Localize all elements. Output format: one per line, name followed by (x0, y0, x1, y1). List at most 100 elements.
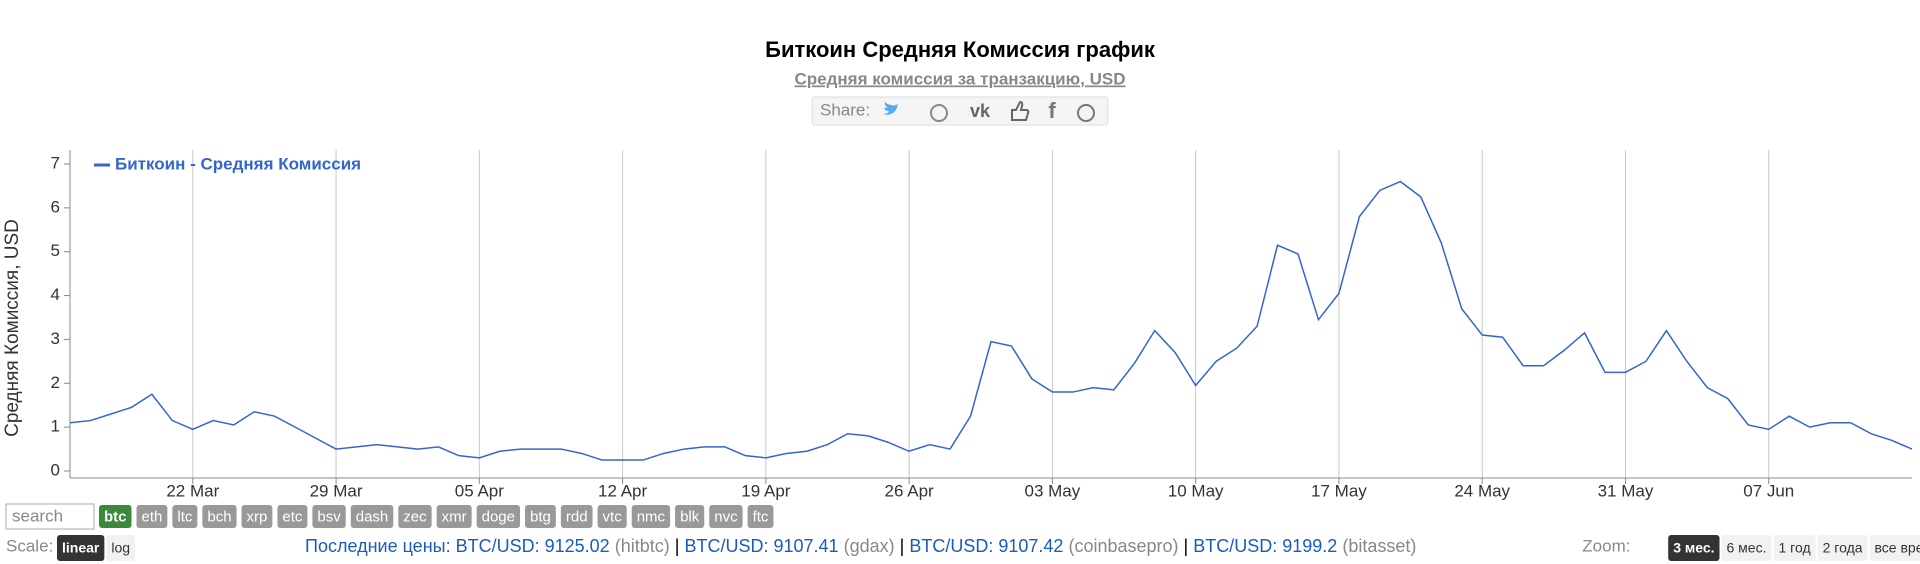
separator: | (900, 536, 905, 556)
coin-button-group: bsv (312, 505, 346, 528)
coin-button-label[interactable]: etc (282, 508, 303, 525)
coin-button[interactable] (675, 505, 705, 528)
coin-button-label[interactable]: eth (142, 508, 163, 525)
chart-subtitle: Средняя комиссия за транзакцию, USD (795, 69, 1126, 88)
chart-title: Биткоин Средняя Комиссия график (765, 37, 1156, 62)
y-tick-label: 0 (51, 460, 60, 479)
coin-button[interactable] (172, 505, 198, 528)
x-tick-label: 05 Apr (455, 481, 504, 500)
weibo-icon[interactable] (1077, 104, 1095, 122)
coin-button[interactable] (312, 505, 346, 528)
coin-button-label[interactable]: xmr (442, 508, 467, 525)
x-tick-label: 17 May (1311, 481, 1367, 500)
zoom-label: Zoom: (1582, 536, 1630, 555)
coin-button-group: xmr (436, 505, 472, 528)
coin-button-group: bch (202, 505, 237, 528)
coin-button[interactable] (709, 505, 743, 528)
zoom-button-label[interactable]: 1 год (1778, 540, 1810, 556)
coin-button-group: dash (350, 505, 394, 528)
coin-button-label[interactable]: ltc (177, 508, 193, 525)
x-tick-label: 19 Apr (741, 481, 790, 500)
separator: | (675, 536, 680, 556)
scale-button[interactable] (106, 535, 136, 561)
coin-button-label[interactable]: bch (207, 508, 231, 525)
coin-button-label[interactable]: doge (482, 508, 515, 525)
scale-button-label[interactable]: log (111, 540, 130, 556)
coin-button-group: xrp (241, 505, 273, 528)
x-tick-label: 07 Jun (1743, 481, 1794, 500)
zoom-button-group: 6 мес. (1721, 535, 1772, 561)
coin-button[interactable] (747, 505, 774, 528)
zoom-button-group: 1 год (1773, 535, 1816, 561)
search-placeholder[interactable]: search (12, 506, 63, 525)
coin-button[interactable] (99, 505, 132, 528)
coin-button-label[interactable]: zec (403, 508, 427, 525)
coin-button-group: btc (99, 505, 132, 528)
coin-button[interactable] (476, 505, 520, 528)
coin-button[interactable] (202, 505, 237, 528)
legend-label[interactable]: Биткоин - Средняя Комиссия (115, 154, 361, 173)
x-tick-label: 24 May (1454, 481, 1510, 500)
y-tick-label: 2 (51, 373, 60, 392)
coin-button[interactable] (241, 505, 273, 528)
coin-button[interactable] (277, 505, 308, 528)
x-tick-label: 12 Apr (598, 481, 647, 500)
coin-button-label[interactable]: nvc (714, 508, 738, 525)
twitter-icon[interactable] (883, 102, 898, 115)
coin-button-label[interactable]: bsv (317, 508, 341, 525)
coin-button-label[interactable]: vtc (603, 508, 623, 525)
zoom-button[interactable] (1817, 535, 1868, 561)
y-axis-label: Средняя Комиссия, USD (2, 219, 23, 437)
coin-button[interactable] (136, 505, 168, 528)
coin-button[interactable] (631, 505, 671, 528)
zoom-button-label[interactable]: 6 мес. (1727, 540, 1767, 556)
coin-button-label[interactable]: rdd (566, 508, 588, 525)
coin-button-label[interactable]: blk (680, 508, 700, 525)
zoom-button[interactable] (1773, 535, 1816, 561)
price-value: 9199.2 (1282, 536, 1337, 556)
coin-button[interactable] (398, 505, 432, 528)
zoom-button-label[interactable]: 3 мес. (1673, 540, 1714, 556)
search-box[interactable] (5, 503, 95, 530)
coin-button-group: nmc (631, 505, 671, 528)
price-value: 9125.02 (545, 536, 610, 556)
price-pair: BTC/USD: (909, 536, 993, 556)
scale-button-label[interactable]: linear (62, 540, 100, 556)
coin-button-label[interactable]: ftc (753, 508, 769, 525)
x-tick-label: 03 May (1025, 481, 1081, 500)
reddit-icon[interactable] (930, 104, 948, 122)
coin-button[interactable] (436, 505, 472, 528)
price-source: (gdax) (844, 536, 895, 556)
x-tick-label: 26 Apr (885, 481, 934, 500)
like-icon[interactable] (1011, 100, 1030, 121)
prices-label: Последние цены: (305, 536, 451, 556)
coin-button-group: vtc (597, 505, 627, 528)
price-source: (hitbtc) (615, 536, 670, 556)
vk-icon[interactable]: vk (970, 101, 991, 121)
price-source: (bitasset) (1342, 536, 1416, 556)
coin-button-label[interactable]: xrp (247, 508, 268, 525)
y-tick-label: 6 (51, 197, 60, 216)
x-tick-label: 22 Mar (166, 481, 219, 500)
coin-button[interactable] (350, 505, 394, 528)
y-tick-label: 5 (51, 241, 60, 260)
price-value: 9107.41 (773, 536, 838, 556)
coin-button-group: ftc (747, 505, 774, 528)
coin-button-label[interactable]: btg (530, 508, 551, 525)
zoom-button-label[interactable]: 2 года (1823, 540, 1863, 556)
coin-button-label[interactable]: nmc (637, 508, 666, 525)
coin-button[interactable] (597, 505, 627, 528)
zoom-button[interactable] (1668, 535, 1720, 561)
coin-button-label[interactable]: btc (104, 508, 127, 525)
scale-button-group: linear (57, 535, 105, 561)
scale-button[interactable] (57, 535, 105, 561)
coin-button[interactable] (560, 505, 593, 528)
zoom-button[interactable] (1869, 535, 1920, 561)
zoom-button-label[interactable]: все время (1875, 540, 1920, 556)
coin-button-label[interactable]: dash (356, 508, 389, 525)
zoom-button[interactable] (1721, 535, 1772, 561)
coin-button[interactable] (525, 505, 556, 528)
price-source: (coinbasepro) (1068, 536, 1178, 556)
facebook-icon[interactable]: f (1048, 98, 1056, 123)
